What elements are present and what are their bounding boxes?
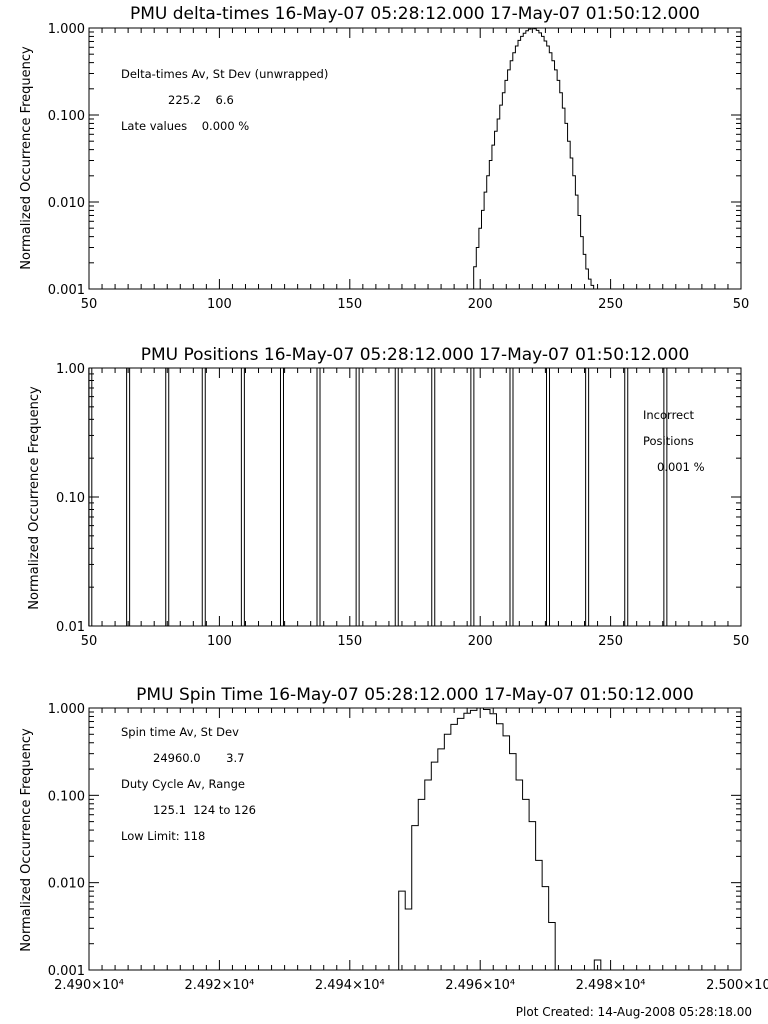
- y-ticks: 0.001 0.010 0.100 1.000: [48, 22, 741, 298]
- y-tick-label: 0.100: [48, 109, 85, 124]
- annotation-positions: Positions: [643, 434, 694, 448]
- chart-title: PMU Spin Time 16-May-07 05:28:12.000 17-…: [136, 685, 694, 705]
- annotation-stats: 225.2 6.6: [168, 93, 234, 107]
- histogram-series: [471, 27, 599, 290]
- annotation-duty-range: 125.1 124 to 126: [153, 803, 256, 817]
- chart-panel-delta-times: PMU delta-times 16-May-07 05:28:12.000 1…: [19, 4, 749, 312]
- x-ticks: 50 100 150 200 250 50: [81, 28, 750, 312]
- y-tick-label: 1.000: [48, 702, 85, 717]
- x-tick-label: 50: [81, 297, 98, 312]
- y-axis-label: Normalized Occurrence Frequency: [19, 46, 34, 270]
- y-axis-label: Normalized Occurrence Frequency: [19, 728, 34, 952]
- x-tick-label: 150: [337, 634, 362, 649]
- x-tick-label: 2.500×10⁴: [706, 978, 768, 993]
- spike-series: [88, 367, 668, 626]
- x-tick-label: 50: [733, 634, 750, 649]
- x-tick-label: 100: [207, 297, 232, 312]
- y-ticks: 0.001 0.010 0.100 1.000: [48, 702, 741, 979]
- x-tick-label: 200: [468, 634, 493, 649]
- y-tick-label: 0.10: [56, 491, 85, 506]
- x-tick-label: 200: [468, 297, 493, 312]
- y-tick-label: 0.010: [48, 196, 85, 211]
- x-tick-label: 250: [598, 634, 623, 649]
- x-tick-label: 50: [81, 634, 98, 649]
- annotation-low-limit: Low Limit: 118: [121, 829, 205, 843]
- plot-created-footer: Plot Created: 14-Aug-2008 05:28:18.00: [516, 1005, 752, 1019]
- annotation-percent: 0.001 %: [657, 460, 705, 474]
- y-tick-label: 0.001: [48, 283, 85, 298]
- x-ticks: 50 100 150 200 250 50: [81, 368, 750, 649]
- y-tick-label: 0.001: [48, 964, 85, 979]
- chart-panel-spin-time: PMU Spin Time 16-May-07 05:28:12.000 17-…: [19, 685, 768, 993]
- x-tick-label: 150: [337, 297, 362, 312]
- annotation-duty-header: Duty Cycle Av, Range: [121, 777, 245, 791]
- annotation-spin-header: Spin time Av, St Dev: [121, 725, 239, 739]
- x-tick-label: 2.492×10⁴: [184, 978, 254, 993]
- x-tick-label: 2.494×10⁴: [315, 978, 385, 993]
- x-tick-label: 50: [733, 297, 750, 312]
- annotation-spin-stats: 24960.0 3.7: [153, 751, 244, 765]
- y-axis-label: Normalized Occurrence Frequency: [27, 386, 42, 610]
- annotation-header: Delta-times Av, St Dev (unwrapped): [121, 67, 328, 81]
- x-tick-label: 250: [598, 297, 623, 312]
- x-tick-label: 2.490×10⁴: [54, 978, 124, 993]
- y-tick-label: 0.100: [48, 789, 85, 804]
- y-tick-label: 0.010: [48, 877, 85, 892]
- chart-title: PMU delta-times 16-May-07 05:28:12.000 1…: [130, 4, 700, 24]
- x-tick-label: 100: [207, 634, 232, 649]
- y-tick-label: 1.000: [48, 22, 85, 37]
- chart-title: PMU Positions 16-May-07 05:28:12.000 17-…: [141, 345, 690, 365]
- x-tick-label: 2.498×10⁴: [576, 978, 646, 993]
- annotation-late-values: Late values 0.000 %: [121, 119, 249, 133]
- histogram-series: [398, 707, 602, 971]
- x-ticks: 2.490×10⁴ 2.492×10⁴ 2.494×10⁴ 2.496×10⁴ 2.49…: [54, 708, 768, 993]
- y-tick-label: 1.00: [56, 362, 85, 377]
- chart-panel-positions: PMU Positions 16-May-07 05:28:12.000 17-…: [27, 345, 749, 649]
- annotation-incorrect: Incorrect: [643, 408, 694, 422]
- x-tick-label: 2.496×10⁴: [445, 978, 515, 993]
- y-tick-label: 0.01: [56, 620, 85, 635]
- y-ticks: 0.01 0.10 1.00: [56, 362, 741, 635]
